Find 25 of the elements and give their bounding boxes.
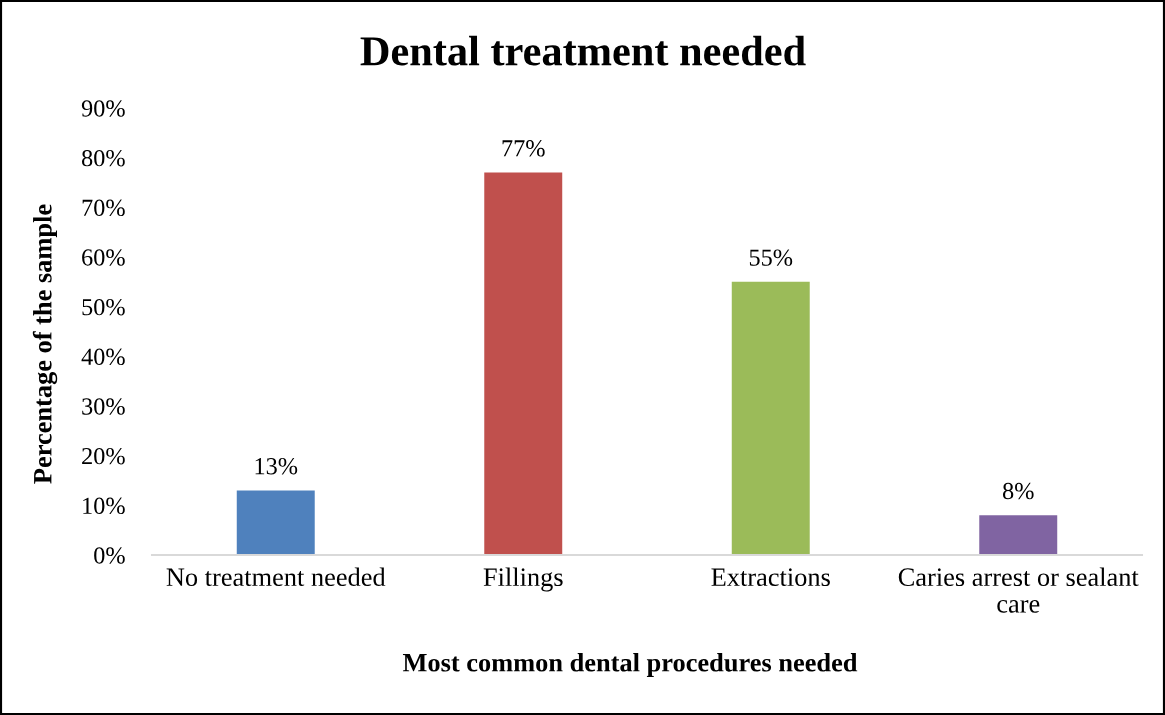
y-tick-label: 30% [82, 398, 125, 415]
y-tick-label: 60% [82, 249, 125, 266]
chart-title: Dental treatment needed [360, 35, 806, 66]
y-tick-label: 0% [94, 547, 125, 564]
x-tick-label: Extractions [711, 568, 830, 587]
bar [484, 172, 563, 555]
data-label: 13% [255, 457, 298, 475]
x-tick-label: Fillings [483, 567, 563, 592]
bar [236, 490, 315, 555]
data-label: 55% [749, 249, 793, 266]
y-tick-label: 90% [81, 100, 125, 117]
x-tick-label: Caries arrest or sealant care [898, 567, 1139, 613]
x-tick-label: No treatment needed [166, 567, 386, 587]
x-axis-title: Most common dental procedures needed [402, 653, 858, 677]
y-tick-label: 10% [83, 497, 125, 515]
y-tick-label: 20% [82, 447, 125, 465]
y-axis-title: Percentage of the sample [32, 204, 58, 484]
y-tick-label: 80% [81, 149, 125, 167]
bar [731, 281, 810, 555]
y-tick-label: 50% [82, 298, 125, 316]
y-tick-label: 70% [82, 199, 125, 217]
y-tick-label: 40% [81, 348, 125, 366]
bar [979, 515, 1058, 555]
data-label: 77% [502, 140, 545, 157]
data-label: 8% [1002, 482, 1034, 500]
